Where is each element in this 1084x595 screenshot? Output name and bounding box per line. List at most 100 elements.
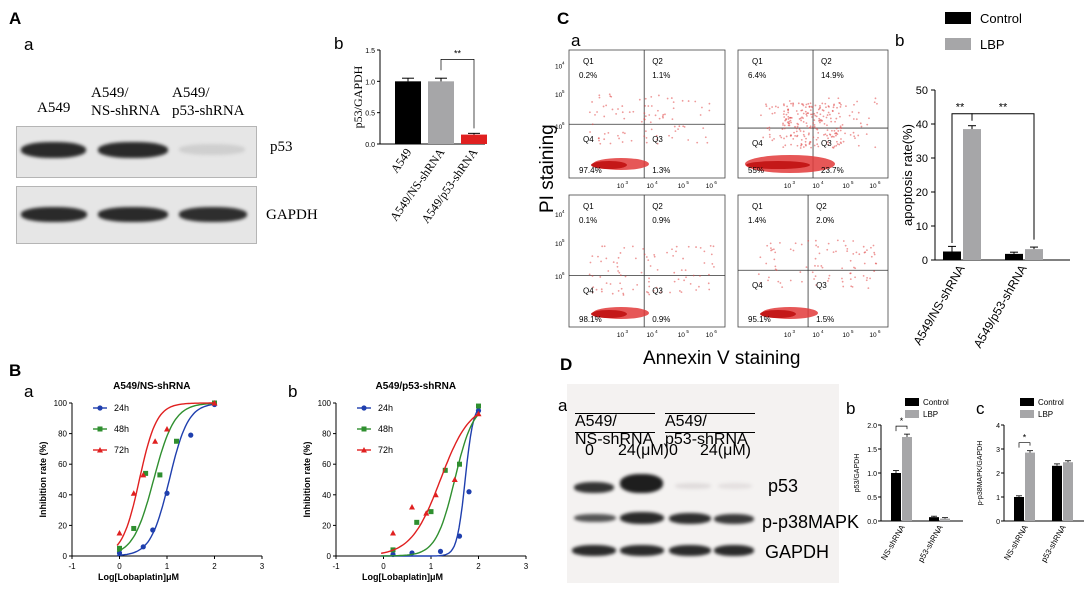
blot-d-label-pp38: p-p38MAPK bbox=[762, 512, 860, 532]
dose-legend-marker bbox=[361, 405, 367, 411]
flow-dot bbox=[820, 265, 823, 267]
flow-dot bbox=[648, 293, 651, 296]
flow-dot bbox=[858, 253, 861, 256]
flow-dot bbox=[666, 97, 669, 100]
ab-ylabel: p53/GAPDH bbox=[351, 65, 365, 128]
flow-dot bbox=[799, 130, 802, 132]
flow-cluster-core bbox=[591, 310, 627, 318]
flow-dot bbox=[683, 125, 686, 128]
group-underline-ns bbox=[575, 413, 655, 414]
d-ytick-label: 2.0 bbox=[867, 423, 877, 430]
flow-dot bbox=[802, 146, 805, 148]
flow-dot bbox=[795, 110, 798, 112]
dose-point-24h bbox=[164, 490, 170, 496]
flow-dot bbox=[811, 116, 813, 118]
dose-xtick-label: 0 bbox=[381, 562, 386, 571]
dose-point-48h bbox=[157, 472, 163, 478]
flow-dot bbox=[851, 285, 854, 288]
lane-label-ns: A549/ NS-shRNA bbox=[91, 85, 161, 119]
band-d-gapdh-4 bbox=[714, 545, 754, 556]
flow-dot bbox=[678, 290, 681, 292]
dose-point-24h bbox=[437, 548, 444, 555]
flow-dot bbox=[873, 253, 876, 256]
flow-dot bbox=[826, 134, 828, 137]
cb-ytick-label: 0 bbox=[922, 255, 928, 267]
flow-dot bbox=[801, 116, 803, 119]
flow-dot bbox=[645, 141, 648, 144]
flow-dot bbox=[828, 274, 831, 277]
flow-dot bbox=[815, 244, 818, 247]
flow-dot bbox=[783, 110, 786, 113]
flow-dot bbox=[834, 120, 836, 123]
flow-dot bbox=[873, 101, 876, 104]
dose-point-24h bbox=[140, 544, 146, 550]
flow-dot bbox=[823, 134, 825, 136]
flow-dot bbox=[813, 119, 816, 122]
flow-dot bbox=[856, 100, 859, 103]
flow-dot bbox=[827, 277, 830, 280]
flow-q-value: 1.5% bbox=[816, 315, 834, 324]
flow-dot bbox=[765, 262, 768, 265]
flow-dot bbox=[650, 128, 653, 131]
flow-q-name: Q2 bbox=[652, 57, 663, 66]
flow-dot bbox=[801, 280, 803, 283]
flow-dot bbox=[707, 282, 710, 285]
flow-dot bbox=[794, 242, 797, 245]
flow-dot bbox=[839, 106, 842, 108]
d-bar-Control-1 bbox=[929, 517, 939, 521]
flow-dot bbox=[834, 132, 836, 135]
flow-dot bbox=[842, 140, 845, 143]
flow-dot bbox=[632, 288, 635, 291]
flow-dot bbox=[802, 112, 805, 115]
flow-dot bbox=[628, 111, 631, 114]
flow-dot bbox=[805, 122, 808, 125]
flow-dot bbox=[830, 120, 833, 123]
flow-dot bbox=[687, 245, 690, 248]
flow-dot bbox=[849, 134, 852, 136]
flow-q-value: 1.4% bbox=[748, 216, 766, 225]
flow-dot bbox=[814, 264, 816, 267]
flow-dot bbox=[632, 110, 635, 113]
flow-dot bbox=[799, 147, 802, 149]
flow-xtick-exp: 6 bbox=[714, 329, 717, 334]
cb-bar-LBP-1 bbox=[1025, 249, 1043, 260]
flow-svg: Q10.2%Q21.1%Q31.3%Q497.4%103104105106106… bbox=[555, 49, 889, 339]
flow-dot bbox=[591, 275, 594, 277]
flow-dot bbox=[768, 136, 771, 138]
flow-dot bbox=[770, 249, 772, 252]
flow-dot bbox=[657, 94, 660, 97]
d-legend-label-LBP: LBP bbox=[923, 410, 938, 419]
dose-point-72h bbox=[116, 530, 123, 536]
flow-dot bbox=[768, 107, 771, 110]
dose-xlabel: Log[Lobaplatin]μM bbox=[362, 572, 443, 582]
flow-dot bbox=[684, 269, 687, 272]
flow-dot bbox=[668, 134, 670, 137]
flow-dot bbox=[833, 135, 835, 138]
blot-gapdh-box bbox=[16, 186, 257, 244]
dose-legend-label-24h: 24h bbox=[378, 403, 393, 413]
flow-q-value: 0.2% bbox=[579, 71, 597, 80]
flow-dot bbox=[826, 129, 829, 132]
dose-ytick-label: 100 bbox=[318, 399, 332, 408]
group-label-p53: A549/ p53-shRNA bbox=[665, 395, 748, 449]
flow-dot bbox=[704, 136, 707, 139]
flow-dot bbox=[648, 285, 651, 288]
flow-dot bbox=[803, 135, 806, 138]
flow-dot bbox=[863, 251, 866, 254]
blot-d-label-gapdh: GAPDH bbox=[765, 542, 830, 562]
chart-db: 0.0 0.5 1.0 1.5 2.0 p53/GAPDH NS-shRNA p53-shRN… bbox=[854, 398, 963, 564]
flow-dot bbox=[662, 113, 665, 116]
flow-dot bbox=[860, 125, 863, 128]
flow-xtick-exp: 4 bbox=[655, 180, 658, 185]
flow-dot bbox=[807, 133, 810, 136]
flow-q-name: Q2 bbox=[652, 202, 663, 211]
flow-dot bbox=[832, 251, 835, 253]
flow-dot bbox=[703, 250, 706, 253]
cb-legend-label-LBP: LBP bbox=[980, 37, 1005, 52]
sublabel-cb: b bbox=[895, 31, 905, 50]
sublabel-ca: a bbox=[571, 31, 581, 50]
flow-dot bbox=[694, 100, 697, 103]
flow-dot bbox=[608, 93, 611, 96]
flow-dot bbox=[835, 144, 838, 147]
flow-dot bbox=[598, 94, 601, 97]
